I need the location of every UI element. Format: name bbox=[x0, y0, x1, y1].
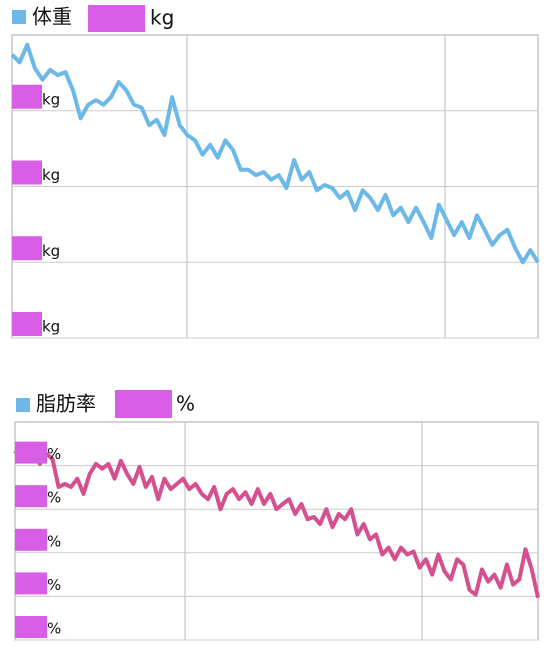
y-tick-label: % bbox=[47, 576, 61, 594]
y-tick-label: kg bbox=[42, 90, 60, 108]
redaction bbox=[88, 5, 145, 32]
redaction bbox=[12, 312, 42, 336]
y-tick-label: kg bbox=[42, 166, 60, 184]
y-tick-label: kg bbox=[42, 242, 60, 260]
redaction bbox=[12, 84, 42, 109]
unit-label: kg bbox=[150, 6, 174, 30]
redaction bbox=[12, 236, 42, 261]
plot-frame bbox=[14, 421, 539, 641]
redaction bbox=[15, 441, 47, 464]
chart-title: 脂肪率 bbox=[36, 392, 96, 416]
redaction bbox=[15, 572, 47, 595]
legend-swatch bbox=[16, 398, 30, 412]
y-tick-label: % bbox=[47, 620, 61, 638]
redaction bbox=[15, 485, 47, 508]
chart-title: 体重 bbox=[32, 5, 72, 29]
y-tick-label: kg bbox=[42, 318, 60, 336]
legend-swatch bbox=[12, 10, 26, 24]
redaction bbox=[12, 160, 42, 185]
y-tick-label: % bbox=[47, 532, 61, 550]
data-line bbox=[10, 42, 540, 265]
data-line bbox=[13, 444, 540, 599]
redaction bbox=[115, 390, 172, 418]
redaction bbox=[15, 528, 47, 551]
redaction bbox=[15, 616, 47, 638]
y-tick-label: % bbox=[47, 445, 61, 463]
y-tick-label: % bbox=[47, 489, 61, 507]
unit-label: % bbox=[176, 392, 195, 416]
